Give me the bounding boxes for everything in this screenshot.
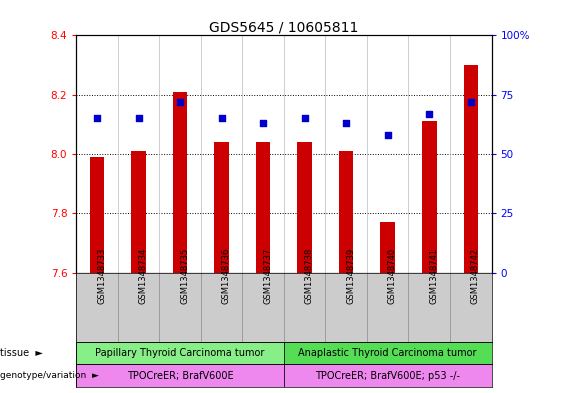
Point: [383, 132, 392, 138]
Text: GSM1348741: GSM1348741: [429, 248, 438, 304]
Point: [93, 115, 102, 121]
Bar: [339, 151, 354, 273]
Text: Anaplastic Thyroid Carcinoma tumor: Anaplastic Thyroid Carcinoma tumor: [298, 348, 477, 358]
Text: GSM1348742: GSM1348742: [471, 248, 480, 304]
Text: GSM1348740: GSM1348740: [388, 248, 397, 304]
Text: TPOCreER; BrafV600E; p53 -/-: TPOCreER; BrafV600E; p53 -/-: [315, 371, 460, 381]
Text: GSM1348737: GSM1348737: [263, 248, 272, 304]
Text: GSM1348733: GSM1348733: [97, 248, 106, 304]
Text: tissue  ►: tissue ►: [0, 348, 43, 358]
Text: GSM1348734: GSM1348734: [138, 248, 147, 304]
Text: GSM1348736: GSM1348736: [221, 248, 231, 304]
Bar: [284, 342, 492, 364]
Point: [259, 120, 268, 126]
Bar: [422, 121, 437, 273]
Bar: [463, 65, 478, 273]
Bar: [214, 142, 229, 273]
Bar: [297, 142, 312, 273]
Bar: [90, 157, 105, 273]
Point: [217, 115, 226, 121]
Text: Papillary Thyroid Carcinoma tumor: Papillary Thyroid Carcinoma tumor: [95, 348, 265, 358]
Title: GDS5645 / 10605811: GDS5645 / 10605811: [209, 20, 359, 34]
Bar: [256, 142, 271, 273]
Text: TPOCreER; BrafV600E: TPOCreER; BrafV600E: [127, 371, 233, 381]
Bar: [76, 342, 284, 364]
Point: [425, 110, 434, 117]
Bar: [380, 222, 395, 273]
Text: GSM1348735: GSM1348735: [180, 248, 189, 304]
Bar: [284, 364, 492, 387]
Bar: [76, 364, 284, 387]
Point: [300, 115, 309, 121]
Point: [134, 115, 143, 121]
Text: GSM1348739: GSM1348739: [346, 248, 355, 304]
Bar: [173, 92, 188, 273]
Point: [342, 120, 351, 126]
Point: [466, 99, 475, 105]
Text: genotype/variation  ►: genotype/variation ►: [0, 371, 99, 380]
Bar: [131, 151, 146, 273]
Text: GSM1348738: GSM1348738: [305, 248, 314, 304]
Point: [176, 99, 185, 105]
